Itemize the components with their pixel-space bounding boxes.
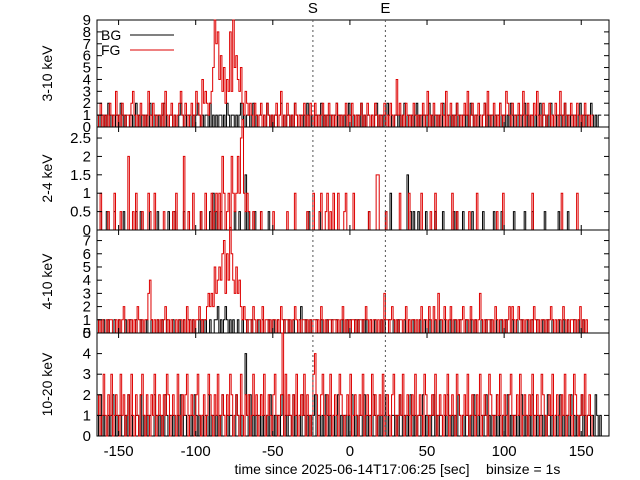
x-tick-label: 150 xyxy=(569,443,594,460)
series-bg-line xyxy=(97,174,580,231)
marker-label-e: E xyxy=(380,0,390,17)
y-tick-label: 2 xyxy=(83,95,91,112)
y-tick-label: 0.5 xyxy=(70,204,91,221)
panel-1: 00.511.522.52-4 keV xyxy=(39,119,610,239)
marker-label-s: S xyxy=(308,0,318,17)
y-axis-label: 4-10 keV xyxy=(39,253,55,310)
y-tick-label: 0 xyxy=(83,325,91,342)
y-tick-label: 3 xyxy=(83,285,91,302)
y-tick-label: 5 xyxy=(83,325,91,342)
x-tick-label: -100 xyxy=(181,443,211,460)
x-axis-label: time since 2025-06-14T17:06:25 [sec] xyxy=(234,461,469,477)
panel-3: 0 1 2 3 4 5 10-20 keV xyxy=(39,325,610,445)
y-tick-label: 8 xyxy=(83,24,91,41)
panel-frame xyxy=(96,229,610,334)
x-tick-label: 0 xyxy=(346,443,354,460)
y-tick-label: 7 xyxy=(83,233,91,250)
y-axis-label: 10-20 keV xyxy=(39,352,55,416)
y-tick-label: 4 xyxy=(83,346,91,363)
y-tick-label: 5 xyxy=(83,259,91,276)
x-axis: -150 -100 -50 0 50 100 150 xyxy=(104,443,594,460)
y-axis-label: 3-10 keV xyxy=(39,45,55,102)
y-tick-label: 9 xyxy=(83,12,91,29)
series-fg-line xyxy=(97,332,594,437)
binsize-label: binsize = 1s xyxy=(486,461,560,477)
x-tick-label: -150 xyxy=(104,443,134,460)
legend-label-bg: BG xyxy=(101,27,121,43)
y-tick-label: 6 xyxy=(83,246,91,263)
y-tick-label: 3 xyxy=(83,366,91,383)
y-tick-label: 3 xyxy=(83,83,91,100)
y-tick-label: 2 xyxy=(83,387,91,404)
x-tick-label: 50 xyxy=(419,443,436,460)
y-tick-label: 1.5 xyxy=(70,167,91,184)
series-fg-line xyxy=(97,19,594,128)
y-tick-label: 2 xyxy=(83,299,91,316)
y-tick-label: 0 xyxy=(83,428,91,445)
y-tick-label: 5 xyxy=(83,60,91,77)
x-tick-label: -50 xyxy=(262,443,284,460)
legend-label-fg: FG xyxy=(101,42,120,58)
y-tick-label: 0 xyxy=(83,119,91,136)
y-tick-label: 4 xyxy=(83,71,91,88)
y-axis-label: 2-4 keV xyxy=(39,154,55,203)
series-fg-line xyxy=(97,226,589,334)
y-tick-label: 7 xyxy=(83,36,91,53)
series-bg-line xyxy=(97,353,603,437)
y-tick-label: 0 xyxy=(83,222,91,239)
y-tick-label: 2 xyxy=(83,148,91,165)
y-tick-label: 6 xyxy=(83,48,91,65)
y-tick-label: 1 xyxy=(83,407,91,424)
y-tick-label: 4 xyxy=(83,272,91,289)
x-tick-label: 100 xyxy=(492,443,517,460)
y-tick-label: 1 xyxy=(83,107,91,124)
y-tick-label: 1 xyxy=(83,312,91,329)
y-tick-label: 1 xyxy=(83,185,91,202)
y-tick-label: 2.5 xyxy=(70,130,91,147)
